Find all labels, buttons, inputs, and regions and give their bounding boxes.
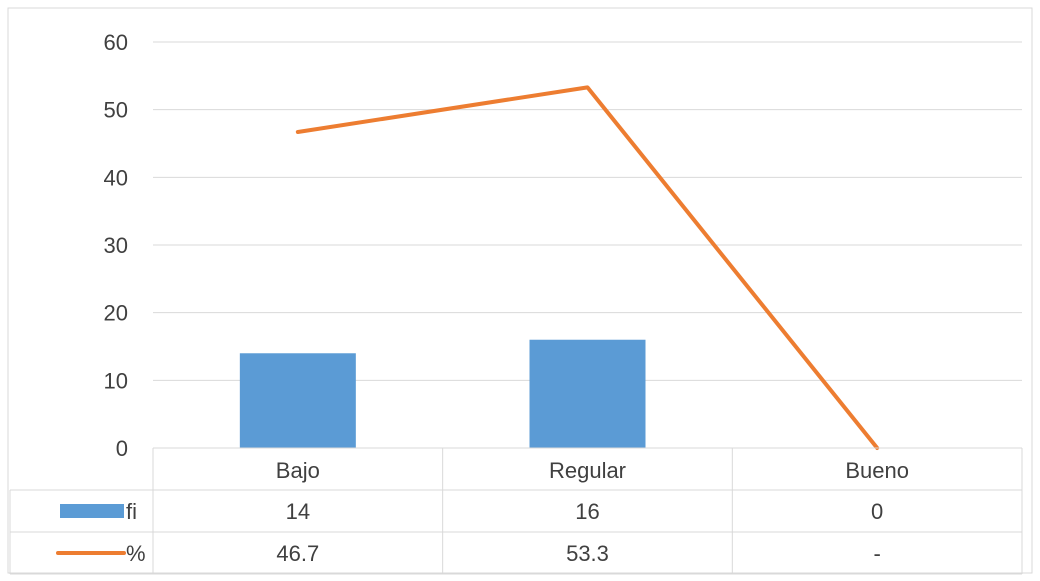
table-cell-value: 16 (575, 499, 599, 524)
table-cell-value: 46.7 (276, 541, 319, 566)
y-tick-label: 20 (104, 301, 128, 326)
y-tick-label: 50 (104, 98, 128, 123)
table-cell-value: - (874, 541, 881, 566)
category-label: Bajo (276, 458, 320, 483)
y-axis-ticks: 0 10 20 30 40 50 60 (104, 30, 128, 461)
y-tick-label: 30 (104, 233, 128, 258)
y-tick-label: 40 (104, 165, 128, 190)
gridlines (153, 41, 1022, 381)
legend-series-label: % (126, 541, 146, 566)
table-cell-value: 14 (286, 499, 310, 524)
chart-frame (7, 7, 1033, 574)
y-tick-label: 0 (116, 436, 128, 461)
line-percent (295, 85, 880, 450)
y-tick-label: 10 (104, 368, 128, 393)
category-label: Bueno (845, 458, 909, 483)
legend-key-bar (60, 504, 124, 518)
table-cell-value: 53.3 (566, 541, 609, 566)
y-tick-label: 60 (104, 30, 128, 55)
category-label: Regular (549, 458, 626, 483)
legend-series-label: fi (126, 499, 137, 524)
data-table: Bajo Regular Bueno fi 14 16 0% 46.7 53.3 - (9, 447, 1023, 575)
bar-fi (529, 339, 646, 448)
table-cell-value: 0 (871, 499, 883, 524)
bar-series (239, 339, 646, 448)
bar-fi (239, 353, 356, 448)
line-series (295, 85, 880, 450)
